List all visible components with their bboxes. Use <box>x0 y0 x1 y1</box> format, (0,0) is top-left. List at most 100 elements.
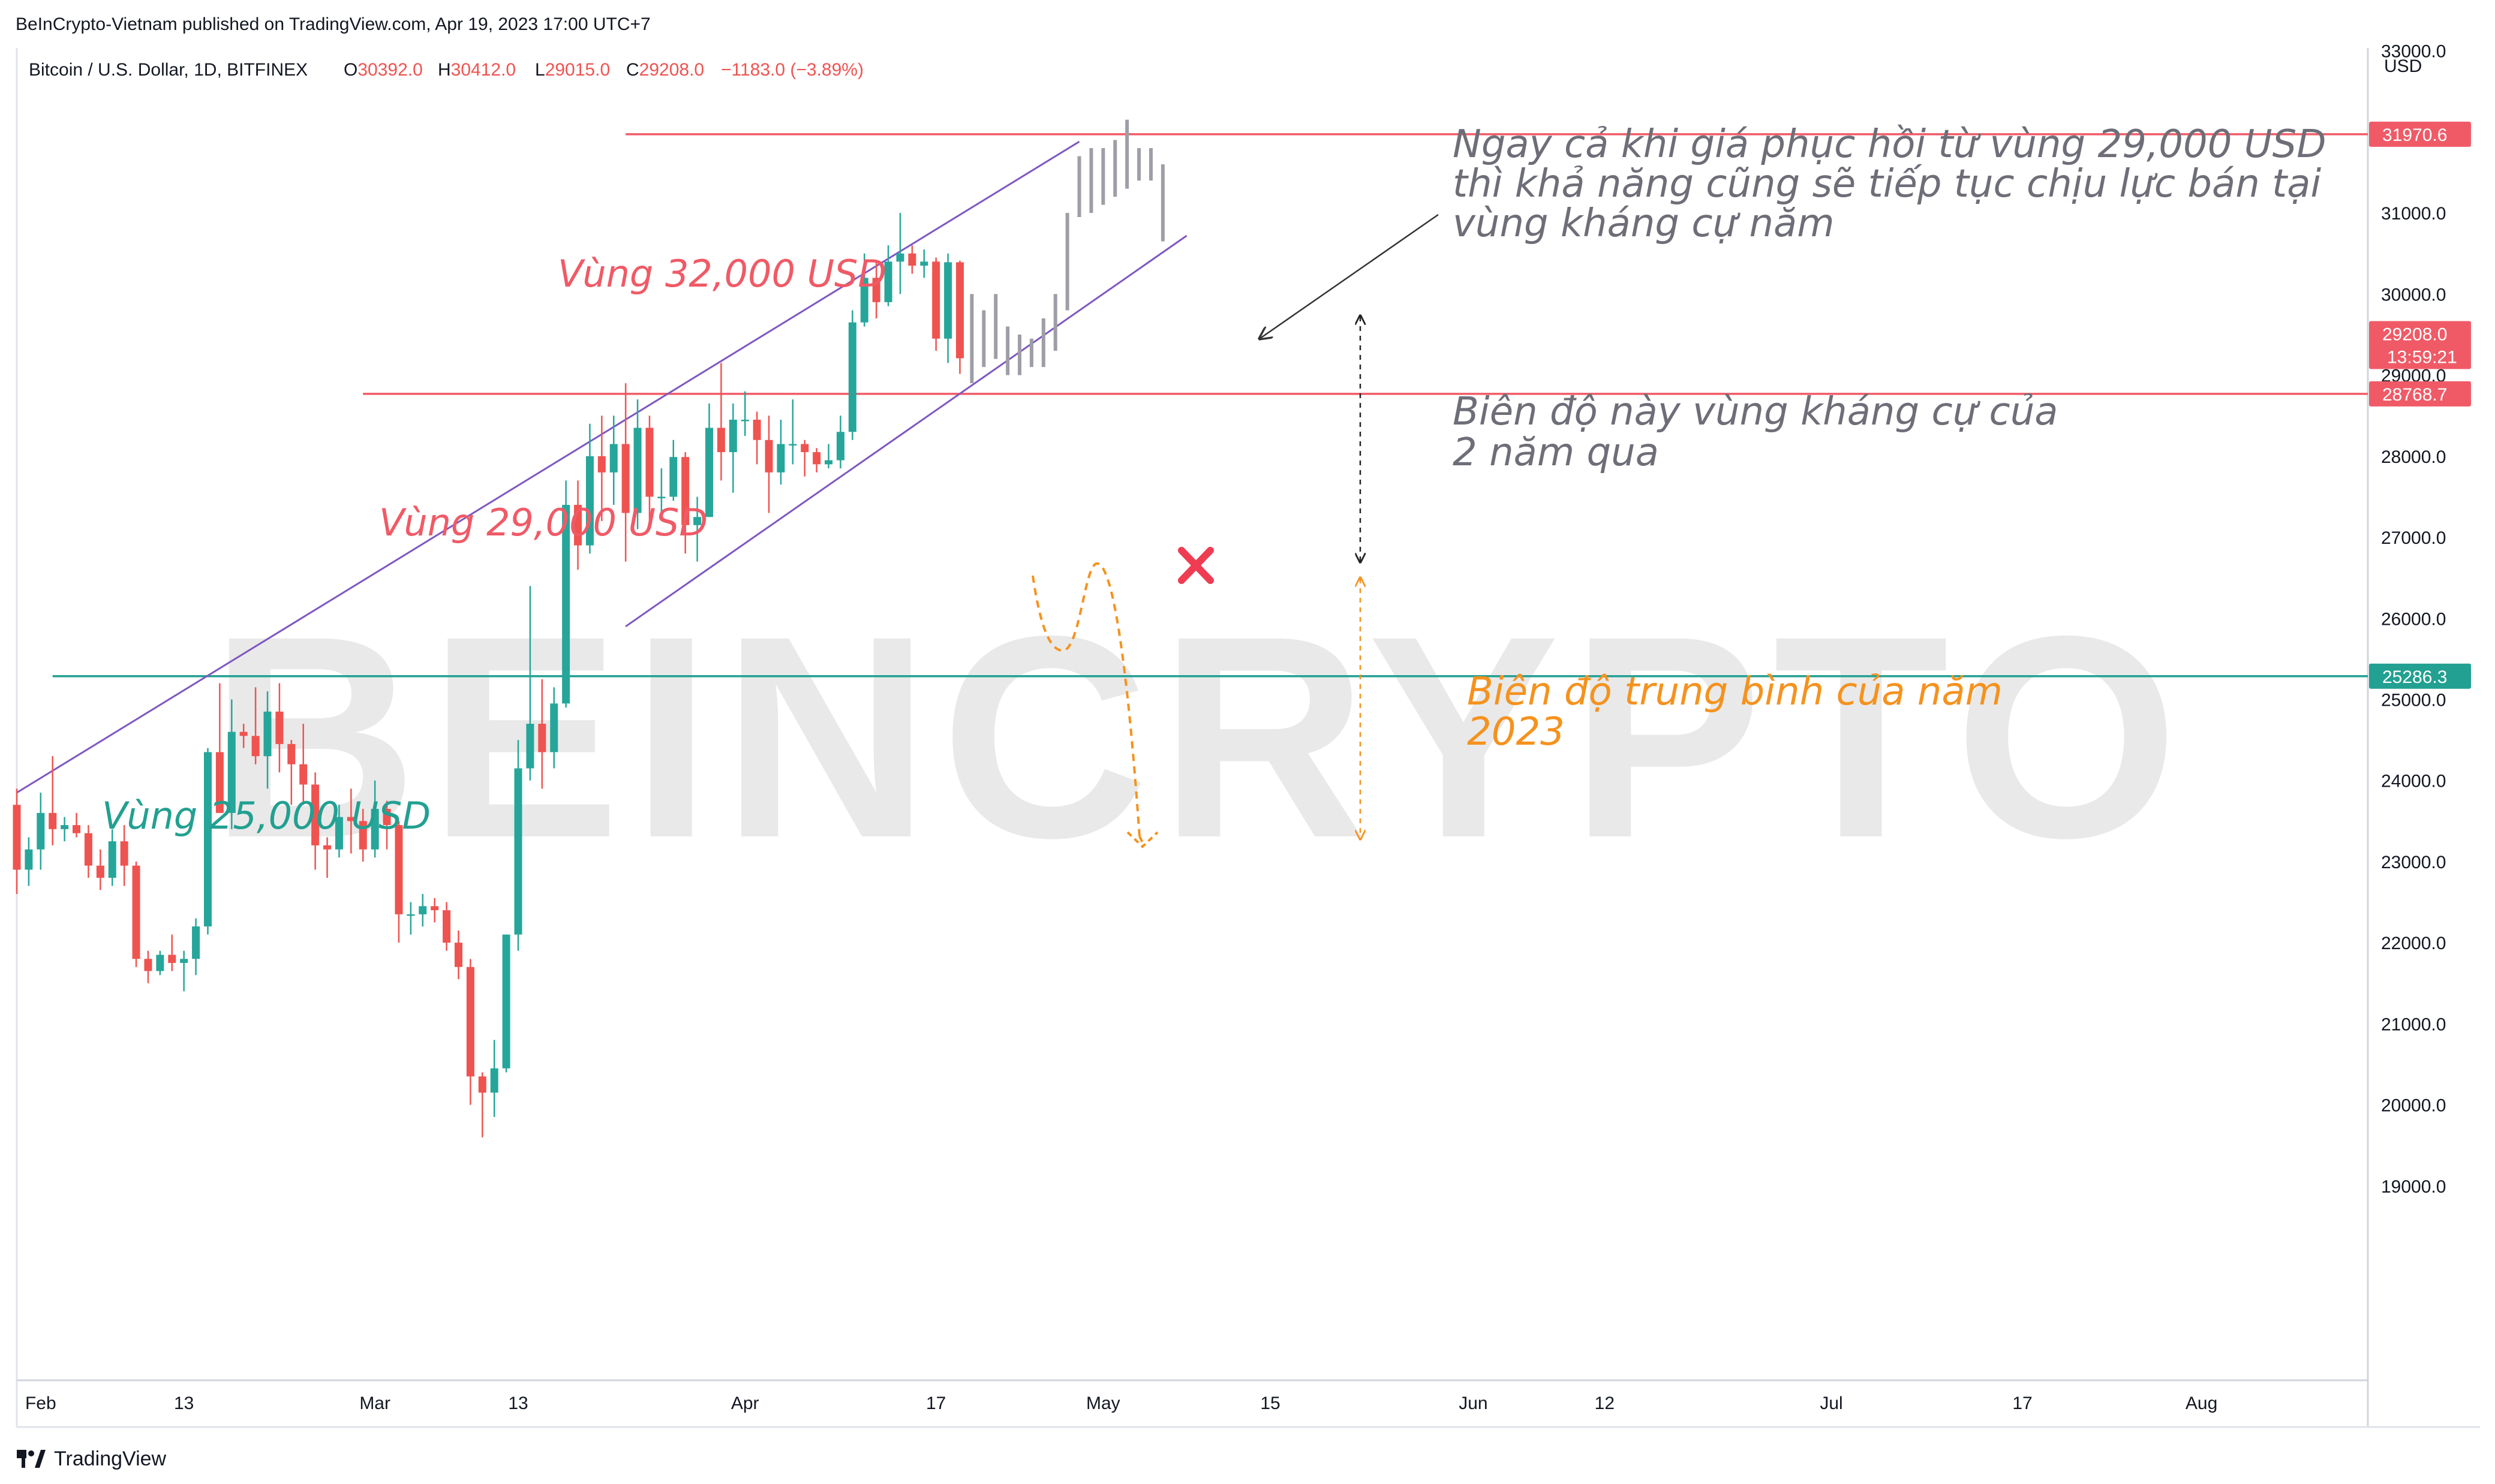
callout-arrow <box>1259 213 1439 339</box>
x-tick-label: May <box>1086 1393 1120 1413</box>
y-tick-label: 20000.0 <box>2381 1096 2446 1116</box>
price-tag-countdown: 13:59:21 <box>2387 347 2457 367</box>
candle <box>836 416 844 469</box>
y-tick-label: 24000.0 <box>2381 772 2446 791</box>
candle-body <box>478 1076 486 1093</box>
candle <box>84 825 92 878</box>
candle-body <box>335 817 343 850</box>
candle <box>443 902 451 951</box>
candle-body <box>227 732 236 813</box>
y-tick-label: 23000.0 <box>2381 853 2446 872</box>
candle-body <box>896 253 904 262</box>
price-tag-label: 31970.6 <box>2382 125 2447 145</box>
candle <box>896 213 904 294</box>
open-label: O <box>344 60 357 80</box>
projected-path-arrowhead <box>1126 831 1159 848</box>
projected-path-tail <box>1138 836 1144 843</box>
x-tick-label: Jun <box>1459 1393 1487 1413</box>
candle-body <box>681 457 690 525</box>
candle-body <box>49 812 57 829</box>
candle <box>25 837 33 886</box>
candle-body <box>215 752 224 813</box>
y-tick-label: 25000.0 <box>2381 691 2446 711</box>
candle <box>120 825 128 886</box>
watermark: BEINCRYPTO <box>210 576 2189 898</box>
candle-body <box>287 743 296 764</box>
y-tick-label: 30000.0 <box>2381 285 2446 305</box>
tv-logo-stem <box>22 1450 25 1468</box>
candle <box>669 440 678 501</box>
candle <box>753 411 761 465</box>
low-label: L <box>535 60 545 80</box>
candle-body <box>419 906 427 914</box>
price-tag-box <box>2369 321 2471 369</box>
candle <box>538 679 546 789</box>
zone-32000-label: Vùng 32,000 USD <box>558 252 886 296</box>
candle <box>789 399 797 465</box>
candle <box>609 416 618 505</box>
price-tag-label: 28768.7 <box>2382 385 2447 405</box>
candle <box>872 261 880 318</box>
candle-body <box>299 764 308 785</box>
x-tick-label: Mar <box>359 1393 390 1413</box>
candle-body <box>203 752 212 927</box>
candle-body <box>955 262 964 359</box>
price-tag: 25286.3 <box>2369 663 2471 689</box>
candle <box>192 918 200 976</box>
candle-body <box>13 805 21 870</box>
candle-body <box>538 724 546 752</box>
candle-body <box>490 1068 498 1093</box>
y-axis-ticks: 19000.0 20000.0 21000.0 22000.0 23000.0 24000… <box>2381 42 2446 1197</box>
candle-body <box>347 817 355 821</box>
candle-body <box>574 504 582 546</box>
note-line-3: vùng kháng cự năm <box>1453 201 1835 246</box>
candle-body <box>371 809 379 850</box>
x-tick-label: 17 <box>2012 1393 2032 1413</box>
x-tick-label: Aug <box>2186 1393 2217 1413</box>
candle <box>96 849 104 890</box>
candle <box>180 950 188 992</box>
y-tick-label: 31000.0 <box>2381 204 2446 224</box>
candle <box>860 253 868 327</box>
candle-body <box>944 262 952 339</box>
candle-body <box>502 934 510 1068</box>
candle <box>347 788 355 854</box>
x-tick-label: 15 <box>1260 1393 1280 1413</box>
candle-body <box>729 419 737 453</box>
candle <box>514 740 522 951</box>
price-tag: 31970.6 <box>2369 121 2471 147</box>
candle-body <box>848 322 856 432</box>
candle-body <box>801 444 809 453</box>
candle <box>502 934 510 1073</box>
y-tick-label: 28000.0 <box>2381 447 2446 467</box>
candle-body <box>717 428 725 453</box>
price-channel <box>16 140 1188 794</box>
candle <box>299 724 308 805</box>
x-tick-label: 13 <box>508 1393 528 1413</box>
candle <box>239 724 248 748</box>
candle <box>884 245 892 306</box>
candle-body <box>908 253 916 266</box>
candle-body <box>657 496 666 498</box>
candles <box>13 213 964 1137</box>
candle <box>37 793 45 870</box>
candle-body <box>156 955 164 971</box>
candle-body <box>526 724 534 769</box>
candle-body <box>168 955 176 963</box>
candle <box>407 902 415 935</box>
tv-logo-dot <box>28 1450 34 1456</box>
candle-body <box>96 865 104 878</box>
candle <box>705 403 713 517</box>
candle-body <box>108 841 116 878</box>
candle <box>955 260 964 374</box>
note-line-2: thì khả năng cũng sẽ tiếp tục chịu lực b… <box>1453 162 2321 206</box>
candle-body <box>789 444 797 446</box>
candle-body <box>741 419 749 422</box>
x-tick-label: Jul <box>1820 1393 1842 1413</box>
candle-body <box>251 736 260 757</box>
candle-body <box>443 910 451 943</box>
candle <box>323 837 332 878</box>
candle <box>801 440 809 477</box>
candle <box>717 363 725 481</box>
price-tag: 29208.0 13:59:21 <box>2369 321 2471 369</box>
